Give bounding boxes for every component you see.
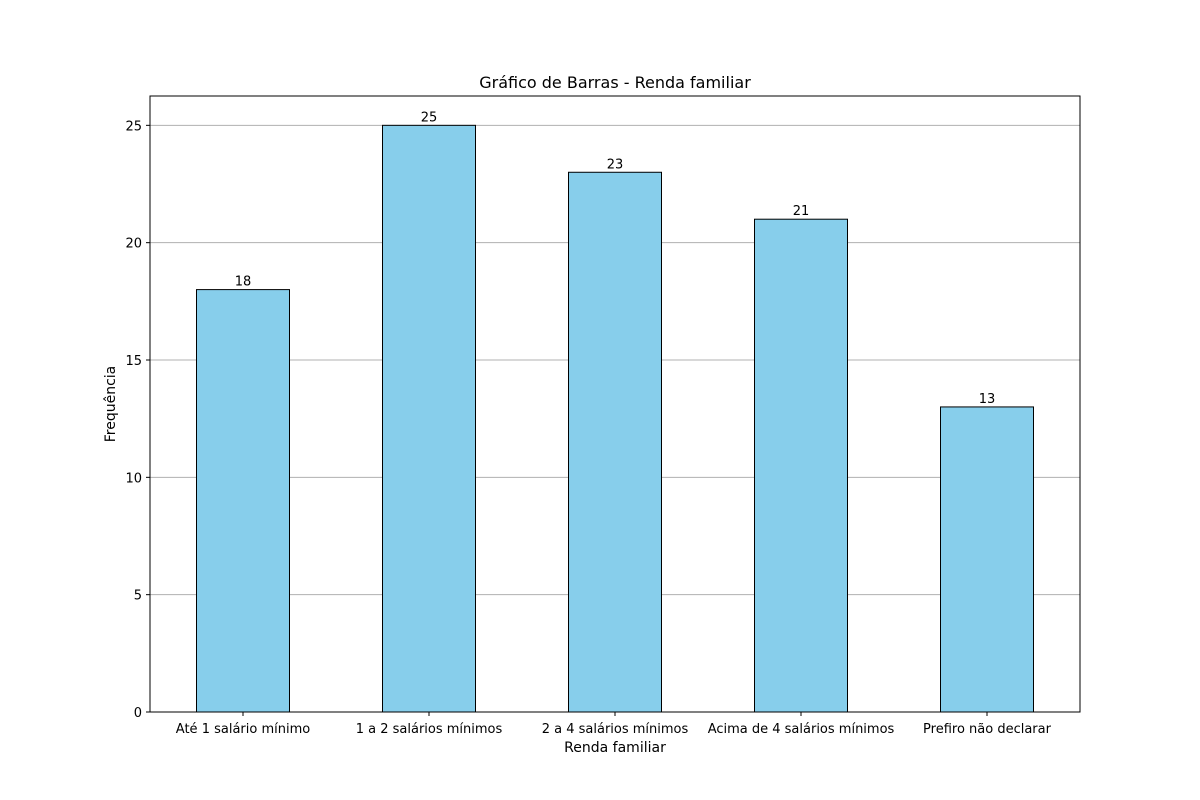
bar-value-label: 25 — [421, 110, 438, 125]
y-axis-ticks: 0 5 10 15 20 25 — [125, 119, 150, 721]
x-tick-label: Acima de 4 salários mínimos — [708, 722, 895, 737]
x-axis-label: Renda familiar — [564, 740, 666, 756]
bar — [196, 289, 290, 713]
x-tick-label: Prefiro não declarar — [923, 722, 1052, 737]
x-tick-label: Até 1 salário mínimo — [176, 722, 310, 737]
bar — [568, 171, 662, 713]
bars — [196, 124, 1034, 713]
y-tick-label: 25 — [125, 119, 142, 134]
bar-value-labels: 18 25 23 21 13 — [235, 110, 996, 407]
bar — [940, 406, 1034, 713]
bar — [754, 218, 848, 713]
y-tick-label: 0 — [134, 706, 142, 721]
y-tick-label: 5 — [134, 589, 142, 604]
y-tick-label: 20 — [125, 237, 142, 252]
bar-value-label: 23 — [607, 157, 624, 172]
bar-value-label: 18 — [235, 275, 252, 290]
bar — [382, 124, 476, 713]
bar-value-label: 21 — [793, 204, 810, 219]
x-tick-label: 2 a 4 salários mínimos — [542, 722, 689, 737]
x-axis-ticks: Até 1 salário mínimo 1 a 2 salários mínim… — [176, 712, 1052, 737]
bar-value-label: 13 — [979, 392, 996, 407]
y-axis-label: Frequência — [103, 366, 119, 443]
y-tick-label: 15 — [125, 354, 142, 369]
y-tick-label: 10 — [125, 471, 142, 486]
x-tick-label: 1 a 2 salários mínimos — [356, 722, 503, 737]
chart-title: Gráfico de Barras - Renda familiar — [479, 73, 751, 92]
